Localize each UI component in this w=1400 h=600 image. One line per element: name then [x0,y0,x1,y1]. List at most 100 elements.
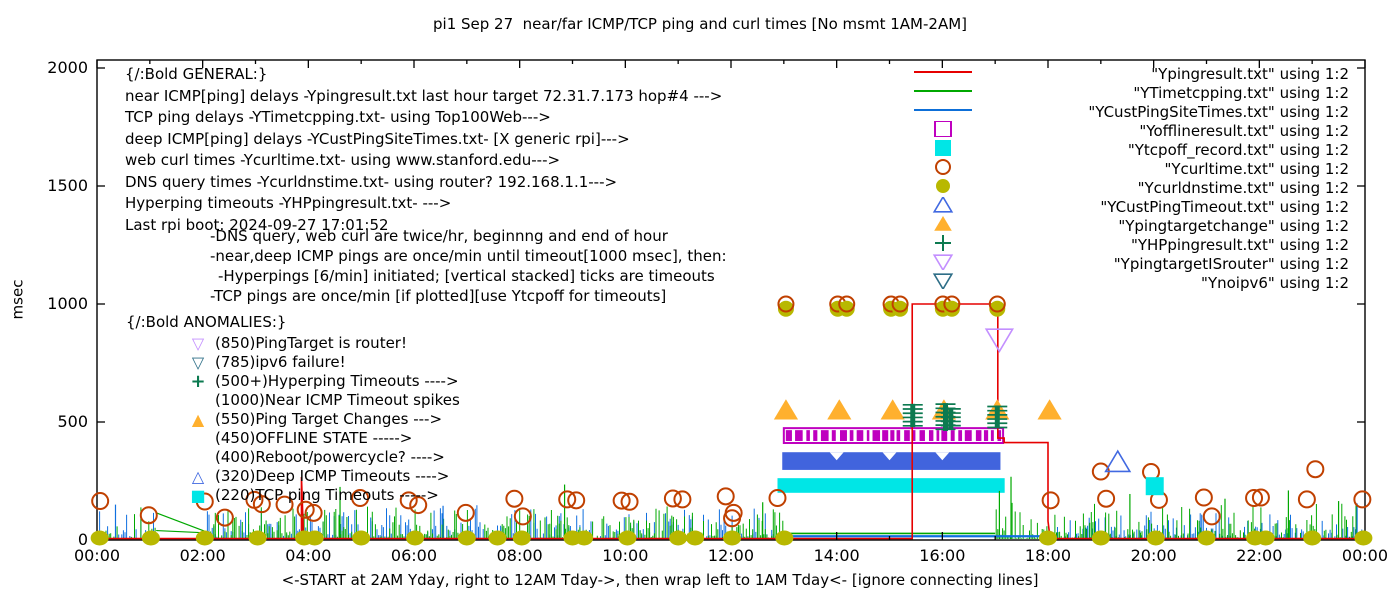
x-tick-label: 04:00 [285,546,332,565]
annotation-general-line: Hyperping timeouts -YHPpingresult.txt- -… [125,194,452,212]
dns-time-dot [1038,530,1057,546]
legend-label: "Ynoipv6" using 1:2 [1201,273,1349,292]
x-tick-label: 14:00 [813,546,860,565]
dns-time-dot [406,530,425,546]
tri-up-f-anomaly-icon: ▲ [191,410,205,429]
anomaly-line: (850)PingTarget is router! [215,334,407,352]
legend-marker-triangle-down-open [932,273,954,289]
legend-marker-square-open [934,121,952,137]
hyperping-timeout-stack [910,403,916,428]
dns-timeout-dot [943,300,960,317]
legend-label: "YCustPingSiteTimes.txt" using 1:2 [1088,102,1349,121]
anomaly-line: (320)Deep ICMP Timeouts ----> [215,467,450,485]
legend-item: "Ynoipv6" using 1:2 [903,273,1349,292]
dns-time-dot [1091,530,1110,546]
legend-marker-plus [935,235,951,251]
dns-time-dot [488,530,507,546]
annotation-general-line: {/:Bold GENERAL:} [125,65,268,83]
annotation-note-line: -near,deep ICMP pings are once/min until… [210,247,727,265]
annotation-note-line: -TCP pings are once/min [if plotted][use… [210,287,667,305]
hyperping-timeout-stack [994,405,1000,429]
legend-item: "YTimetcpping.txt" using 1:2 [903,83,1349,102]
y-tick-label: 500 [57,412,88,431]
legend-item: "YpingtargetISrouter" using 1:2 [903,254,1349,273]
dns-time-dot [1146,530,1165,546]
legend-label: "Ypingresult.txt" using 1:2 [1151,64,1349,83]
legend-label: "Ypingtargetchange" using 1:2 [1118,216,1349,235]
x-tick-label: 08:00 [496,546,543,565]
annotation-general-line: Last rpi boot: 2024-09-27 17:01:52 [125,215,389,234]
dns-timeout-dot [838,300,855,317]
dns-time-dot [1354,530,1373,546]
dns-time-dot [669,530,688,546]
dns-time-dot [575,530,594,546]
x-tick-label: 10:00 [602,546,649,565]
anomaly-line: (1000)Near ICMP Timeout spikes [215,391,460,409]
legend-label: "Yofflineresult.txt" using 1:2 [1139,121,1349,140]
x-tick-label: 18:00 [1024,546,1072,565]
x-axis-caption: <-START at 2AM Yday, right to 12AM Tday-… [281,571,1039,589]
dns-time-dot [90,530,109,546]
dns-time-dot [305,530,324,546]
dns-time-dot [352,530,371,546]
chart-title: pi1 Sep 27 near/far ICMP/TCP ping and cu… [433,15,967,33]
dns-time-dot [457,530,476,546]
legend-marker-square-filled [935,140,951,156]
legend-marker-line [914,90,972,92]
legend-item: "Ytcpoff_record.txt" using 1:2 [903,140,1349,159]
x-tick-label: 02:00 [179,546,226,565]
dns-timeout-dot [989,300,1006,317]
legend-label: "Ycurltime.txt" using 1:2 [1164,159,1349,178]
y-tick-label: 0 [77,530,88,549]
legend-item: "YCustPingTimeout.txt" using 1:2 [903,197,1349,216]
y-axis-label: msec [8,279,27,320]
dns-time-dot [686,530,705,546]
legend-item: "YCustPingSiteTimes.txt" using 1:2 [903,102,1349,121]
annotation-note-line: -DNS query, web curl are twice/hr, begin… [210,227,668,245]
legend-item: "YHPpingresult.txt" using 1:2 [903,235,1349,254]
legend-item: "Yofflineresult.txt" using 1:2 [903,121,1349,140]
legend-marker-triangle-down-open [932,254,954,270]
x-tick-label: 12:00 [707,546,755,565]
legend-item: "Ycurltime.txt" using 1:2 [903,159,1349,178]
anomaly-line: (400)Reboot/powercycle? ----> [215,448,445,466]
legend-item: "Ycurldnstime.txt" using 1:2 [903,178,1349,197]
legend-marker-circle-open [935,159,951,175]
legend-item: "Ypingtargetchange" using 1:2 [903,216,1349,235]
dns-timeout-dot [777,300,794,317]
annotation-general-line: TCP ping delays -YTimetcpping.txt- using… [125,108,551,126]
dns-time-dot [775,530,794,546]
x-tick-label: 20:00 [1130,546,1177,565]
legend-label: "YHPpingresult.txt" using 1:2 [1130,235,1349,254]
dns-time-dot [195,530,214,546]
y-tick-label: 2000 [47,58,88,77]
legend-marker-line [914,109,972,111]
legend-label: "YTimetcpping.txt" using 1:2 [1133,83,1349,102]
anomaly-line: (550)Ping Target Changes ---> [215,410,443,428]
anomaly-line: (220)TCP ping Timeouts -----> [215,486,439,504]
dns-time-dot [618,530,637,546]
tri-up-o-anomaly-icon: △ [191,467,205,486]
y-tick-label: 1000 [47,294,88,313]
tri-down-anomaly-icon: ▽ [191,353,205,372]
x-tick-label: 06:00 [390,546,438,565]
dns-time-dot [248,530,267,546]
legend-marker-triangle-up-open [932,197,954,213]
annotation-general-line: deep ICMP[ping] delays -YCustPingSiteTim… [125,129,630,148]
legend-marker-circle-filled [936,179,950,193]
y-tick-label: 1500 [47,176,88,195]
tcp-timeout-band [777,478,1005,493]
annotation-general-line: near ICMP[ping] delays -Ypingresult.txt … [125,86,723,105]
dns-time-dot [1303,530,1322,546]
legend-label: "YCustPingTimeout.txt" using 1:2 [1100,197,1349,216]
square-f-anomaly-icon: ■ [190,486,206,505]
tri-down-anomaly-icon: ▽ [191,334,205,353]
x-tick-label: 00:00 [1341,546,1389,565]
anomalies-title: {/:Bold ANOMALIES:} [126,313,287,331]
anomaly-line: (785)ipv6 failure! [215,353,346,371]
legend-label: "YpingtargetISrouter" using 1:2 [1113,254,1349,273]
annotation-general-line: web curl times -Ycurltime.txt- using www… [125,151,561,169]
anomaly-line: (450)OFFLINE STATE -----> [215,429,413,447]
plus-anomaly-icon: + [190,371,206,392]
